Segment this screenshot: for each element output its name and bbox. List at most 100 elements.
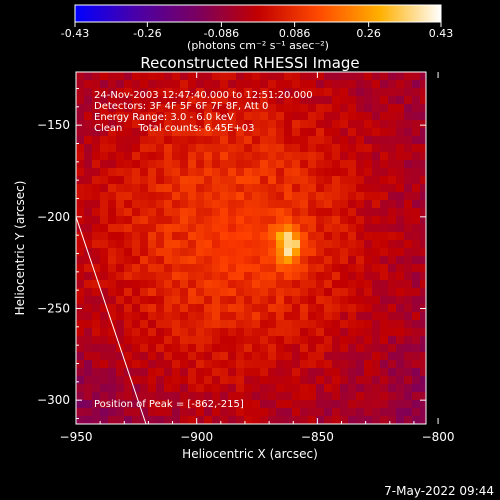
- heatmap-cell: [332, 240, 340, 248]
- y-axis-label: Heliocentric Y (arcsec): [13, 181, 27, 316]
- heatmap-cell: [108, 72, 116, 80]
- heatmap-cell: [260, 160, 268, 168]
- heatmap-cell: [356, 120, 364, 128]
- heatmap-cell: [268, 136, 276, 144]
- heatmap-cell: [260, 152, 268, 160]
- heatmap-cell: [268, 344, 276, 352]
- annotation-detectors: Detectors: 3F 4F 5F 6F 7F 8F, Att 0: [94, 101, 268, 112]
- heatmap-cell: [100, 264, 108, 272]
- heatmap-cell: [236, 352, 244, 360]
- heatmap-cell: [148, 192, 156, 200]
- plot-area: [76, 72, 426, 424]
- heatmap-cell: [204, 320, 212, 328]
- heatmap-cell: [340, 408, 348, 416]
- heatmap-cell: [100, 376, 108, 384]
- heatmap-cell: [204, 368, 212, 376]
- heatmap-cell: [244, 304, 252, 312]
- heatmap-cell: [396, 352, 404, 360]
- heatmap-cell: [220, 336, 228, 344]
- heatmap-cell: [148, 352, 156, 360]
- heatmap-cell: [220, 312, 228, 320]
- heatmap-cell: [348, 336, 356, 344]
- heatmap-cell: [164, 320, 172, 328]
- heatmap-cell: [108, 368, 116, 376]
- heatmap-cell: [108, 208, 116, 216]
- heatmap-cell: [164, 224, 172, 232]
- heatmap-cell: [220, 160, 228, 168]
- heatmap-cell: [84, 256, 92, 264]
- heatmap-cell: [420, 104, 426, 112]
- heatmap-cell: [100, 272, 108, 280]
- heatmap-cell: [372, 104, 380, 112]
- heatmap-cell: [76, 296, 84, 304]
- heatmap-cell: [292, 320, 300, 328]
- heatmap-cell: [252, 352, 260, 360]
- heatmap-cell: [132, 416, 140, 424]
- heatmap-cell: [108, 360, 116, 368]
- heatmap-cell: [300, 176, 308, 184]
- heatmap-cell: [124, 104, 132, 112]
- heatmap-cell: [204, 296, 212, 304]
- heatmap-cell: [372, 368, 380, 376]
- heatmap-cell: [300, 280, 308, 288]
- heatmap-cell: [356, 336, 364, 344]
- heatmap-cell: [268, 96, 276, 104]
- heatmap-cell: [300, 376, 308, 384]
- heatmap-cell: [156, 408, 164, 416]
- heatmap-cell: [412, 184, 420, 192]
- heatmap-cell: [220, 128, 228, 136]
- heatmap-cell: [180, 256, 188, 264]
- heatmap-cell: [84, 312, 92, 320]
- heatmap-cell: [196, 376, 204, 384]
- heatmap-cell: [188, 96, 196, 104]
- x-tick-label: −850: [301, 430, 334, 444]
- heatmap-cell: [220, 136, 228, 144]
- heatmap-cell: [164, 296, 172, 304]
- heatmap-cell: [252, 168, 260, 176]
- heatmap-cell: [356, 224, 364, 232]
- heatmap-cell: [292, 400, 300, 408]
- heatmap-cell: [124, 144, 132, 152]
- heatmap-cell: [348, 184, 356, 192]
- heatmap-cell: [108, 168, 116, 176]
- heatmap-cell: [172, 200, 180, 208]
- heatmap-cell: [316, 400, 324, 408]
- heatmap-cell: [420, 368, 426, 376]
- heatmap-cell: [164, 328, 172, 336]
- heatmap-cell: [420, 272, 426, 280]
- heatmap-cell: [276, 352, 284, 360]
- heatmap-cell: [244, 184, 252, 192]
- heatmap-cell: [172, 256, 180, 264]
- heatmap-cell: [268, 80, 276, 88]
- heatmap-cell: [324, 304, 332, 312]
- heatmap-cell: [412, 288, 420, 296]
- heatmap-cell: [332, 296, 340, 304]
- heatmap-cell: [172, 80, 180, 88]
- heatmap-cell: [316, 136, 324, 144]
- heatmap-cell: [332, 112, 340, 120]
- heatmap-cell: [132, 408, 140, 416]
- heatmap-cell: [108, 136, 116, 144]
- heatmap-cell: [412, 96, 420, 104]
- heatmap-cell: [372, 208, 380, 216]
- heatmap-cell: [212, 360, 220, 368]
- heatmap-cell: [396, 320, 404, 328]
- heatmap-cell: [84, 384, 92, 392]
- heatmap-cell: [340, 104, 348, 112]
- heatmap-cell: [204, 288, 212, 296]
- heatmap-cell: [116, 112, 124, 120]
- heatmap-cell: [292, 280, 300, 288]
- heatmap-cell: [396, 368, 404, 376]
- heatmap-cell: [292, 248, 300, 256]
- heatmap-cell: [396, 136, 404, 144]
- heatmap-cell: [268, 176, 276, 184]
- heatmap-cell: [348, 376, 356, 384]
- heatmap-cell: [324, 176, 332, 184]
- heatmap-cell: [404, 328, 412, 336]
- heatmap-cell: [132, 272, 140, 280]
- heatmap-cell: [164, 112, 172, 120]
- heatmap-cell: [260, 416, 268, 424]
- heatmap-cell: [372, 136, 380, 144]
- heatmap-cell: [260, 400, 268, 408]
- heatmap-cell: [252, 152, 260, 160]
